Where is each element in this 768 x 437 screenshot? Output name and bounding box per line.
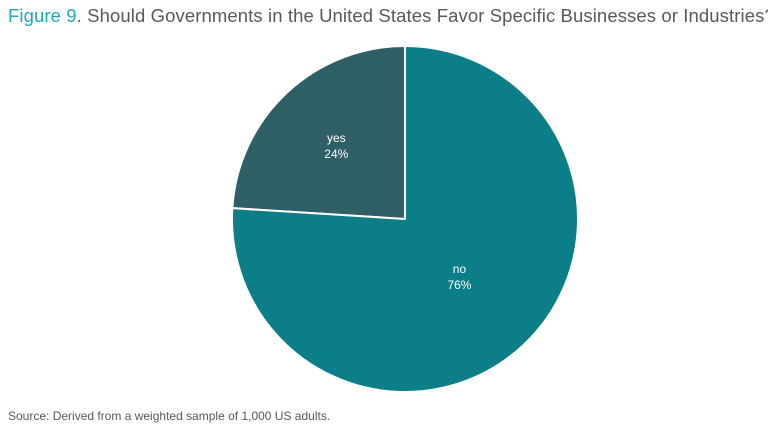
slice-value-yes: 24% bbox=[324, 147, 348, 161]
figure-number: Figure 9 bbox=[8, 5, 77, 26]
source-note: Source: Derived from a weighted sample o… bbox=[8, 409, 331, 423]
pie-slice-no bbox=[231, 45, 579, 393]
pie-slice-yes bbox=[231, 45, 406, 220]
slice-label-yes: yes bbox=[327, 131, 346, 145]
figure-separator: . bbox=[76, 5, 82, 26]
slice-label-no: no bbox=[453, 262, 467, 276]
chart-title: Figure 9. Should Governments in the Unit… bbox=[8, 5, 768, 27]
title-text: Should Governments in the United States … bbox=[81, 5, 768, 26]
slice-value-no: 76% bbox=[447, 278, 471, 292]
